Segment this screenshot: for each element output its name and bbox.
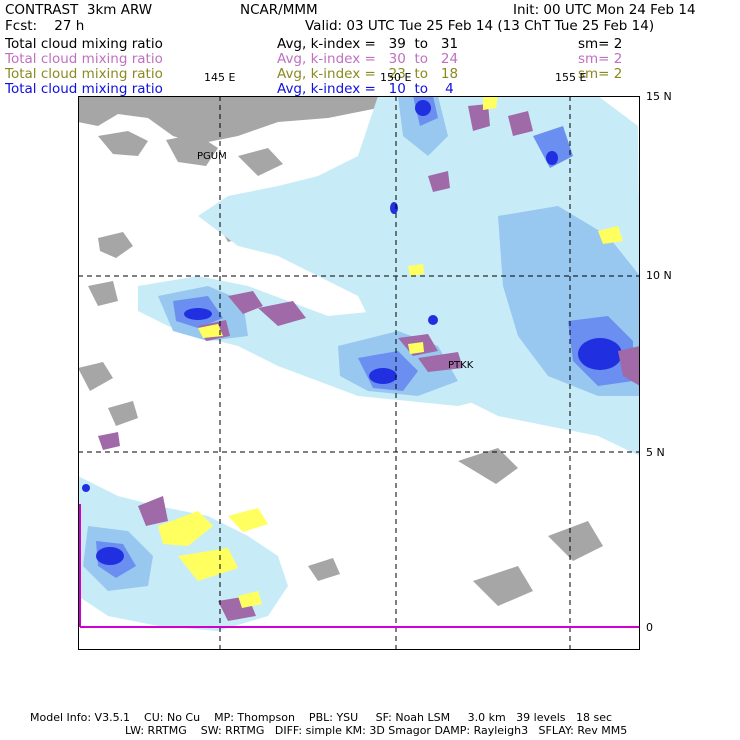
model-info-line1: Model Info: V3.5.1 CU: No Cu MP: Thompso… xyxy=(30,711,613,724)
lon-label-155e: 155 E xyxy=(555,71,587,84)
field-3-sm: sm= 2 xyxy=(578,66,623,82)
field-2-sm: sm= 2 xyxy=(578,51,623,67)
boundary-line xyxy=(79,504,640,628)
map-frame xyxy=(78,96,640,650)
lat-label-5n: 5 N xyxy=(646,446,665,459)
title-left: CONTRAST 3km ARW xyxy=(5,2,153,18)
field-4-range: Avg, k-index = 10 to 4 xyxy=(277,81,454,97)
field-1-sm: sm= 2 xyxy=(578,36,623,52)
valid-time: Valid: 03 UTC Tue 25 Feb 14 (13 ChT Tue … xyxy=(305,18,655,34)
station-ptkk: PTKK xyxy=(448,360,474,371)
lat-label-10n: 10 N xyxy=(646,269,672,282)
station-pgum: PGUM xyxy=(197,151,227,162)
field-3-name: Total cloud mixing ratio xyxy=(5,66,163,82)
field-2-range: Avg, k-index = 30 to 24 xyxy=(277,51,459,67)
cloud-low-layer xyxy=(158,96,623,608)
lat-label-15n: 15 N xyxy=(646,90,672,103)
field-3-range: Avg, k-index = 23 to 18 xyxy=(277,66,459,82)
model-info-line2: LW: RRTMG SW: RRTMG DIFF: simple KM: 3D … xyxy=(125,724,628,737)
map-canvas xyxy=(78,96,640,650)
forecast-hour: Fcst: 27 h xyxy=(5,18,85,34)
init-time: Init: 00 UTC Mon 24 Feb 14 xyxy=(513,2,696,18)
field-4-name: Total cloud mixing ratio xyxy=(5,81,163,97)
field-1-name: Total cloud mixing ratio xyxy=(5,36,163,52)
lat-label-0: 0 xyxy=(646,621,653,634)
graticule xyxy=(78,96,640,650)
map-panel xyxy=(78,96,640,650)
lon-label-145e: 145 E xyxy=(204,71,236,84)
field-2-name: Total cloud mixing ratio xyxy=(5,51,163,67)
title-center: NCAR/MMM xyxy=(240,2,318,18)
lon-label-150e: 150 E xyxy=(380,71,412,84)
field-1-range: Avg, k-index = 39 to 31 xyxy=(277,36,459,52)
